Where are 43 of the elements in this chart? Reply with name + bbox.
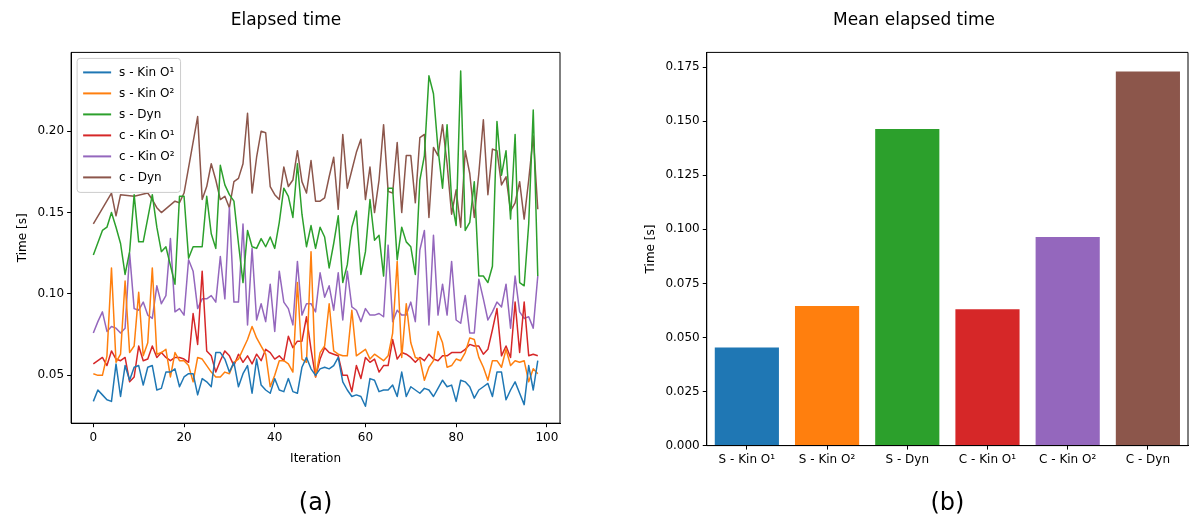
x-tick-label: 80: [448, 429, 464, 444]
y-axis-title: Time [s]: [15, 213, 30, 264]
bar: [1035, 237, 1100, 446]
y-tick-label: 0.125: [665, 167, 700, 182]
chart-title: Mean elapsed time: [832, 8, 996, 29]
y-tick-label: 0.20: [37, 123, 65, 138]
text: (b): [929, 488, 966, 516]
x-tick-label: 40: [267, 429, 283, 444]
x-tick-label: 100: [535, 429, 559, 444]
x-tick-label: C - Kin O¹: [958, 451, 1017, 466]
x-tick-label: C - Dyn: [1125, 451, 1171, 466]
y-tick-label: 0.175: [665, 59, 700, 74]
y-tick-label: 0.150: [665, 113, 700, 128]
x-tick-label: 60: [357, 429, 374, 444]
legend-label: c - Kin O²: [119, 148, 175, 163]
legend-label: c - Kin O¹: [119, 127, 175, 142]
y-tick-label: 0.10: [37, 286, 65, 301]
x-tick-label: C - Kin O²: [1039, 451, 1097, 466]
bar: [875, 128, 940, 446]
bar: [1115, 71, 1180, 446]
x-tick-label: 20: [176, 429, 192, 444]
legend-label: s - Dyn: [119, 106, 162, 121]
y-tick-label: 0.075: [665, 275, 700, 290]
y-axis-title: Time [s]: [643, 224, 658, 275]
text: (a): [297, 488, 334, 516]
bar: [714, 347, 779, 446]
x-axis-title: Iteration: [290, 450, 342, 465]
y-tick-label: 0.100: [665, 221, 700, 236]
x-tick-label: S - Kin O²: [798, 451, 856, 466]
legend-label: c - Dyn: [119, 169, 162, 184]
chart-title: Elapsed time: [230, 8, 342, 29]
y-tick-label: 0.05: [37, 367, 65, 382]
y-tick-label: 0.15: [37, 204, 65, 219]
x-tick-label: S - Kin O¹: [718, 451, 776, 466]
bar: [955, 309, 1020, 446]
legend-label: s - Kin O²: [119, 85, 175, 100]
y-tick-label: 0.050: [665, 329, 700, 344]
bar: [794, 306, 860, 446]
x-tick-label: S - Dyn: [885, 451, 930, 466]
y-tick-label: 0.000: [665, 437, 700, 452]
y-tick-label: 0.025: [665, 383, 700, 398]
legend-label: s - Kin O¹: [119, 64, 175, 79]
x-tick-label: 0: [89, 429, 98, 444]
